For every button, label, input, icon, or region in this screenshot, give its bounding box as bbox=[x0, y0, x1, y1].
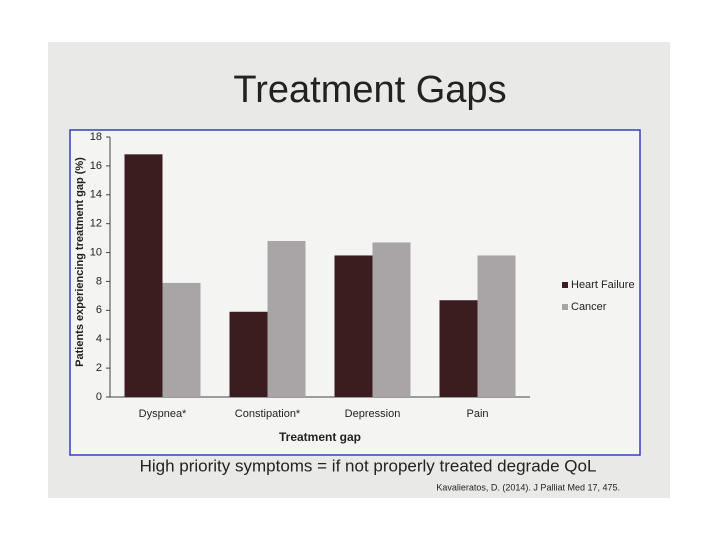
y-tick-label: 14 bbox=[90, 189, 102, 201]
source: Kavalieratos, D. (2014). J Palliat Med 1… bbox=[436, 482, 620, 492]
bar bbox=[267, 241, 306, 397]
bar bbox=[439, 300, 478, 397]
x-tick-label: Dyspnea* bbox=[139, 408, 187, 420]
y-tick-label: 16 bbox=[90, 160, 102, 172]
y-tick-label: 6 bbox=[96, 304, 102, 316]
y-tick-label: 18 bbox=[90, 131, 102, 143]
bar bbox=[334, 255, 373, 397]
legend-label: Cancer bbox=[571, 301, 607, 313]
caption: High priority symptoms = if not properly… bbox=[140, 456, 597, 475]
legend-label: Heart Failure bbox=[571, 279, 635, 291]
legend-swatch bbox=[562, 282, 568, 288]
bar bbox=[162, 282, 201, 397]
y-tick-label: 8 bbox=[96, 275, 102, 287]
y-tick-label: 4 bbox=[96, 333, 102, 345]
x-tick-label: Constipation* bbox=[235, 408, 301, 420]
y-axis-label: Patients experiencing treatment gap (%) bbox=[74, 157, 86, 367]
y-tick-label: 2 bbox=[96, 362, 102, 374]
bar bbox=[229, 311, 268, 397]
x-tick-label: Depression bbox=[345, 408, 401, 420]
bar bbox=[372, 242, 411, 397]
bar bbox=[477, 255, 516, 397]
bar bbox=[124, 154, 163, 397]
x-tick-label: Pain bbox=[466, 408, 488, 420]
y-tick-label: 10 bbox=[90, 246, 102, 258]
x-axis-label: Treatment gap bbox=[279, 430, 361, 444]
chart-title: Treatment Gaps bbox=[233, 69, 506, 111]
legend-swatch bbox=[562, 304, 568, 310]
y-tick-label: 0 bbox=[96, 391, 102, 403]
y-tick-label: 12 bbox=[90, 218, 102, 230]
